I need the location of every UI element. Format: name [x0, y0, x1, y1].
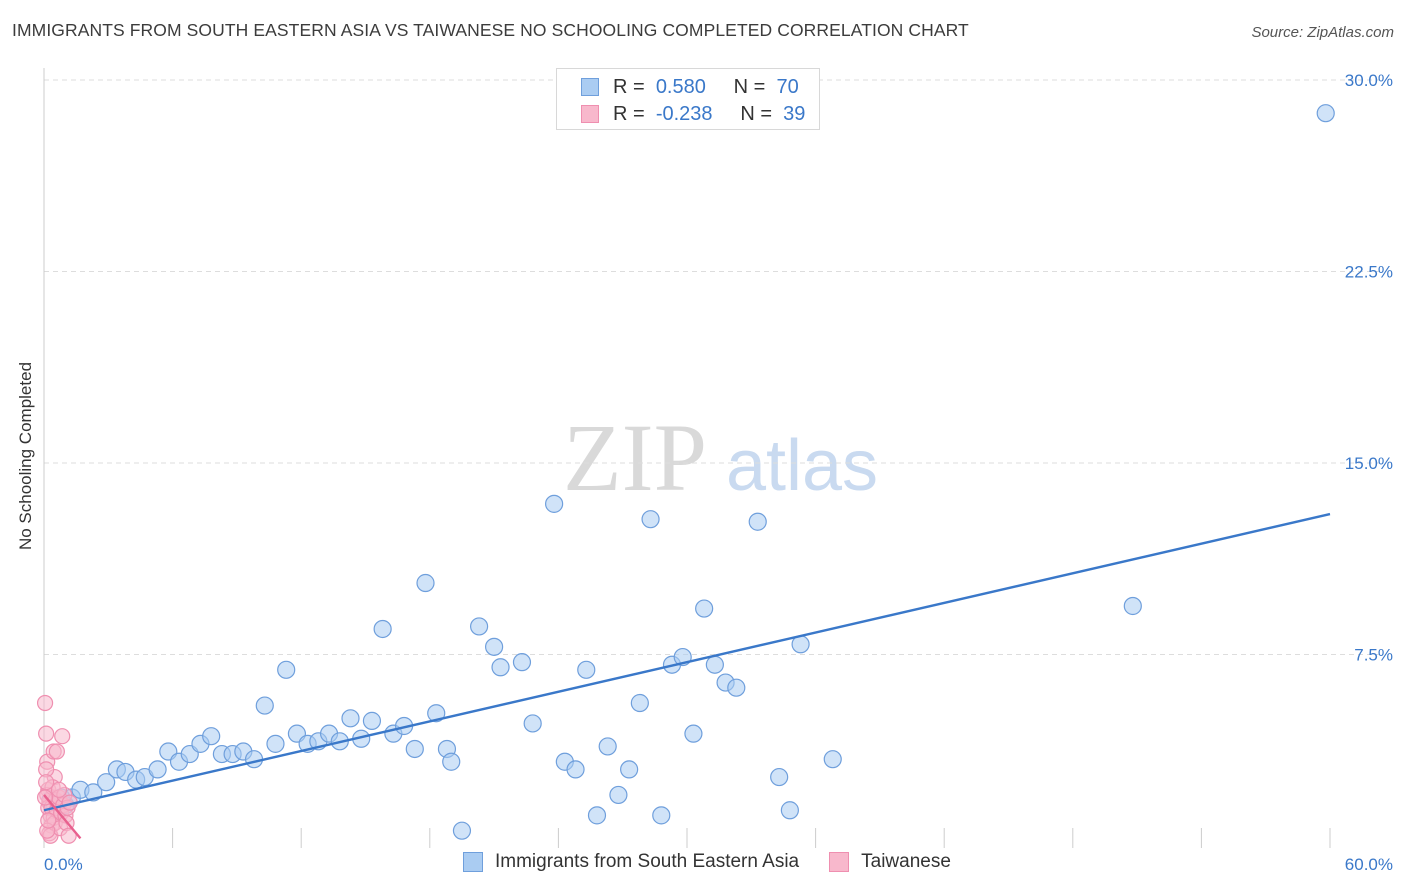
immigrants-point [727, 678, 746, 697]
y-tick-label: 22.5% [1345, 263, 1393, 282]
immigrants-point [266, 734, 285, 753]
immigrants-point [485, 637, 504, 656]
immigrants-point [641, 510, 660, 529]
immigrants-point [684, 724, 703, 743]
immigrants-point [609, 785, 628, 805]
legend-item-immigrants[interactable]: Immigrants from South Eastern Asia [463, 851, 799, 873]
chart-title: IMMIGRANTS FROM SOUTH EASTERN ASIA VS TA… [12, 20, 969, 40]
taiwanese-point [38, 725, 55, 742]
blue-swatch [463, 852, 483, 872]
immigrants-point [255, 696, 274, 715]
immigrants-point [202, 727, 221, 746]
watermark-zip: ZIP [563, 404, 707, 511]
immigrants-point [452, 821, 472, 840]
pink-swatch [829, 852, 850, 872]
pink-swatch [581, 105, 599, 123]
immigrants-point [705, 655, 724, 674]
immigrants-point [823, 750, 842, 769]
immigrants-point [780, 801, 799, 820]
immigrants-point [770, 767, 789, 787]
immigrants-point [748, 512, 767, 531]
immigrants-point [442, 752, 461, 771]
immigrants-point [620, 760, 639, 779]
immigrants-point [630, 693, 649, 713]
immigrants-point [695, 599, 714, 618]
legend-label: Taiwanese [861, 851, 951, 872]
legend-label: Immigrants from South Eastern Asia [495, 851, 800, 872]
r-value: -0.238 [655, 102, 713, 125]
immigrants-point [341, 709, 360, 728]
taiwanese-point [50, 781, 68, 798]
immigrants-point [469, 617, 489, 636]
n-value: 39 [783, 102, 806, 125]
immigrants-point [244, 750, 264, 769]
blue-swatch [581, 78, 599, 96]
source-label: Source: ZipAtlas.com [1251, 24, 1394, 41]
stats-legend: R = 0.580 N = 70 R = -0.238 N = 39 [556, 68, 820, 130]
legend-item-taiwanese[interactable]: Taiwanese [829, 851, 951, 873]
immigrants-point [652, 806, 671, 825]
stats-legend-row-pink: R = -0.238 N = 39 [581, 101, 806, 127]
immigrants-point [362, 711, 382, 730]
taiwanese-point [36, 694, 54, 712]
r-label: R = [613, 102, 645, 125]
immigrants-point [598, 737, 617, 756]
y-tick-label: 7.5% [1354, 646, 1393, 665]
taiwanese-point [54, 728, 71, 745]
x-tick-label-max: 60.0% [1345, 855, 1393, 874]
immigrants-point [405, 739, 424, 759]
immigrants-point [545, 494, 564, 513]
immigrants-point [491, 658, 510, 677]
taiwanese-point [48, 743, 65, 760]
immigrants-point [1316, 104, 1335, 123]
taiwanese-point [38, 774, 55, 791]
immigrants-point [577, 660, 596, 679]
n-value: 70 [776, 75, 799, 98]
immigrants-point [427, 704, 446, 723]
immigrants-point [373, 619, 392, 639]
immigrants-point [148, 760, 167, 779]
y-axis-title: No Schooling Completed [16, 361, 35, 551]
immigrants-point [566, 760, 585, 779]
watermark-atlas: atlas [726, 426, 878, 506]
immigrants-point [416, 573, 435, 593]
x-tick-label-min: 0.0% [44, 855, 83, 874]
immigrants-point [1123, 596, 1142, 616]
r-label: R = [613, 75, 645, 98]
n-label: N = [733, 75, 766, 98]
taiwanese-trendline [43, 794, 82, 840]
series-legend: Immigrants from South Eastern Asia Taiwa… [463, 851, 981, 873]
immigrants-point [97, 773, 116, 792]
immigrants-trendline [43, 512, 1331, 812]
stats-legend-row-blue: R = 0.580 N = 70 [581, 74, 799, 100]
taiwanese-point [40, 812, 57, 829]
immigrants-point [587, 806, 607, 825]
immigrants-point [523, 714, 542, 733]
taiwanese-point [60, 827, 77, 844]
y-tick-label: 30.0% [1345, 71, 1393, 90]
y-tick-label: 15.0% [1345, 454, 1393, 473]
immigrants-point [84, 783, 103, 802]
r-value: 0.580 [655, 75, 706, 98]
n-label: N = [740, 102, 773, 125]
immigrants-point [277, 660, 296, 679]
immigrants-point [512, 653, 532, 672]
